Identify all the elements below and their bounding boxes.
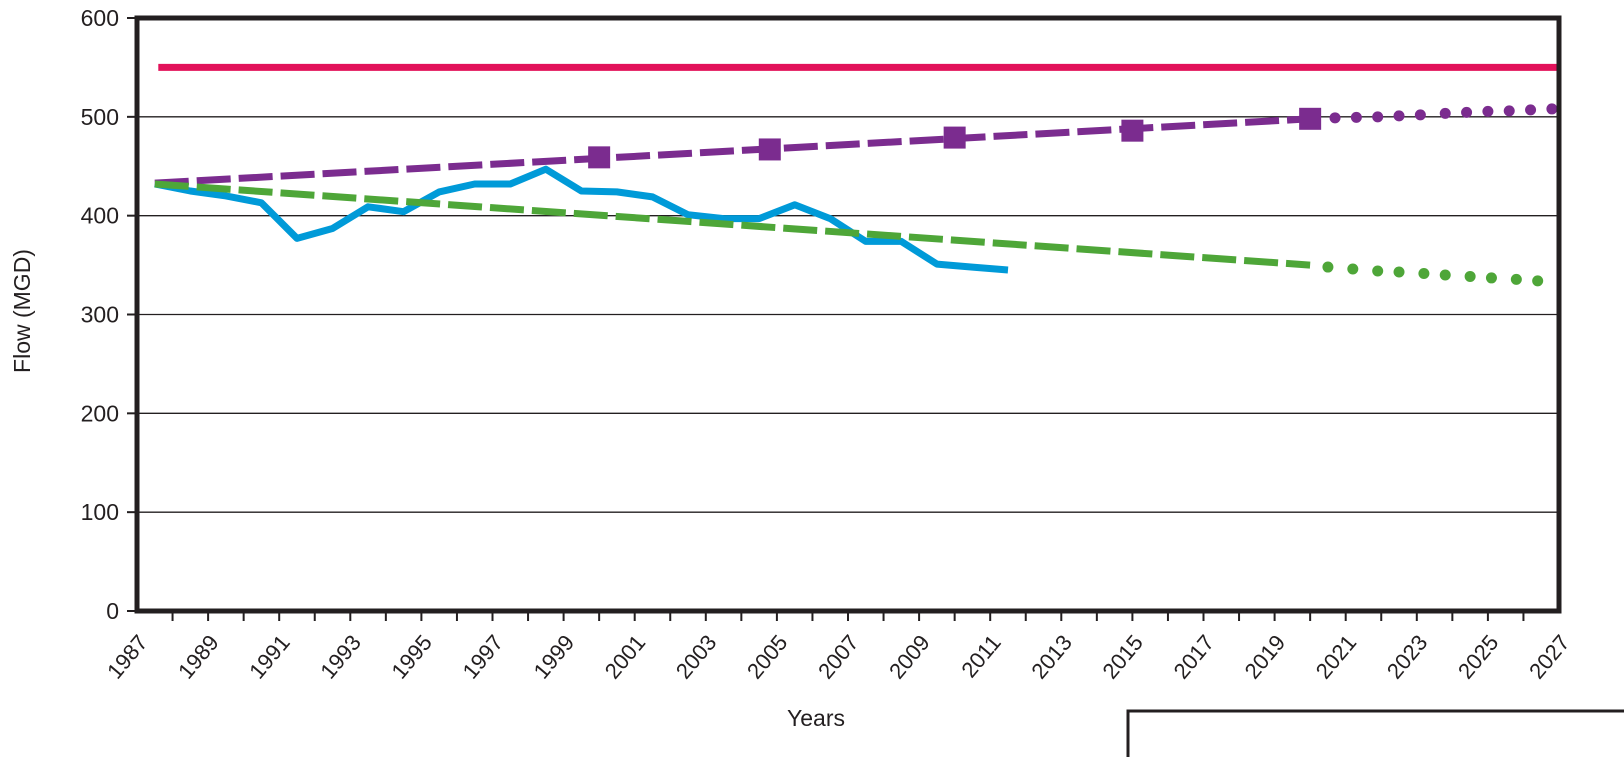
series-3-dot-7 bbox=[1482, 105, 1494, 117]
y-tick-label-500: 500 bbox=[81, 104, 119, 130]
x-axis-title: Years bbox=[787, 705, 845, 731]
series-2-marker-3 bbox=[1121, 119, 1144, 142]
series-5-dot-5 bbox=[1439, 269, 1451, 281]
x-tick-label-2019: 2019 bbox=[1240, 630, 1291, 684]
y-tick-label-200: 200 bbox=[81, 400, 119, 426]
series-2-line bbox=[154, 115, 1311, 187]
y-axis-title: Flow (MGD) bbox=[9, 249, 35, 373]
x-tick-label-2025: 2025 bbox=[1453, 630, 1504, 684]
y-tick-label-400: 400 bbox=[81, 203, 119, 229]
x-tick-label-2011: 2011 bbox=[956, 630, 1006, 682]
gridlines bbox=[137, 116, 1559, 513]
series-3-dot-8 bbox=[1503, 105, 1515, 117]
y-tick-label-300: 300 bbox=[81, 302, 119, 328]
series-4-line bbox=[154, 180, 1311, 269]
x-tick-label-2017: 2017 bbox=[1169, 630, 1220, 684]
x-axis-ticks: 1987 1989 1991 1993 1995 1997 1999 2001 2003 2005… bbox=[102, 611, 1575, 684]
series-3-dot-9 bbox=[1525, 104, 1537, 116]
x-tick-label-2003: 2003 bbox=[671, 630, 722, 684]
series-5-dot-8 bbox=[1510, 273, 1522, 285]
x-tick-label-2015: 2015 bbox=[1097, 630, 1148, 684]
series-1-line bbox=[154, 165, 1009, 274]
series-2-marker-0 bbox=[588, 146, 611, 169]
series-3-dot-0 bbox=[1329, 112, 1341, 124]
series-3-dot-10 bbox=[1546, 103, 1558, 115]
series-layer bbox=[154, 63, 1559, 287]
y-tick-label-100: 100 bbox=[81, 499, 119, 525]
x-tick-label-2021: 2021 bbox=[1311, 630, 1362, 684]
series-5-dot-1 bbox=[1347, 263, 1359, 275]
x-tick-label-1995: 1995 bbox=[386, 630, 437, 684]
series-5-dot-4 bbox=[1418, 267, 1430, 279]
x-tick-label-1993: 1993 bbox=[315, 630, 366, 684]
x-tick-label-1999: 1999 bbox=[529, 630, 580, 684]
series-3-dot-3 bbox=[1393, 110, 1405, 122]
x-tick-label-1997: 1997 bbox=[458, 630, 509, 684]
series-3-dot-2 bbox=[1372, 111, 1384, 123]
series-5-dot-7 bbox=[1485, 272, 1497, 284]
x-tick-label-2007: 2007 bbox=[813, 630, 864, 684]
series-3-dot-5 bbox=[1439, 107, 1451, 119]
series-3-dot-4 bbox=[1414, 109, 1426, 121]
y-tick-label-600: 600 bbox=[81, 5, 119, 31]
series-5-dot-3 bbox=[1393, 266, 1405, 278]
marker-layer bbox=[588, 107, 1322, 169]
series-2-marker-2 bbox=[943, 126, 966, 149]
series-3-dot-1 bbox=[1350, 111, 1362, 123]
x-tick-label-2027: 2027 bbox=[1524, 630, 1575, 684]
x-tick-label-2001: 2001 bbox=[600, 630, 651, 684]
series-5-dot-9 bbox=[1532, 275, 1544, 287]
x-tick-label-2013: 2013 bbox=[1026, 630, 1077, 684]
series-5-dot-2 bbox=[1372, 265, 1384, 277]
series-2-marker-4 bbox=[1299, 107, 1322, 130]
y-tick-label-0: 0 bbox=[106, 598, 119, 624]
series-2-marker-1 bbox=[758, 138, 781, 161]
x-tick-label-1991: 1991 bbox=[244, 630, 295, 684]
y-axis-ticks: 0 100 200 300 400 500 600 bbox=[81, 5, 137, 624]
x-tick-label-1987: 1987 bbox=[102, 630, 153, 684]
series-5-dot-6 bbox=[1464, 270, 1476, 282]
x-tick-label-2005: 2005 bbox=[742, 630, 793, 684]
x-tick-label-2009: 2009 bbox=[884, 630, 935, 684]
series-5-dot-0 bbox=[1322, 261, 1334, 273]
x-tick-label-1989: 1989 bbox=[173, 630, 224, 684]
series-3-dot-6 bbox=[1461, 106, 1473, 118]
legend-box-corner bbox=[1126, 709, 1624, 757]
x-tick-label-2023: 2023 bbox=[1382, 630, 1433, 684]
